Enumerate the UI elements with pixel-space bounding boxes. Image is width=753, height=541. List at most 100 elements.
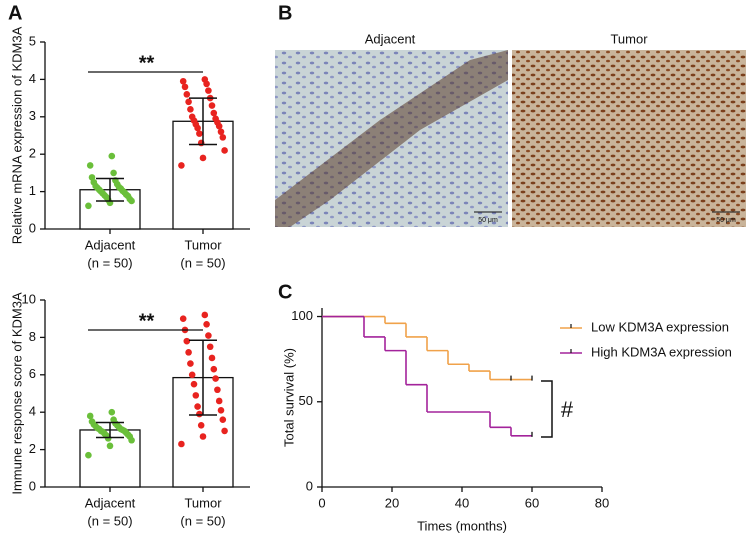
data-point — [221, 427, 228, 435]
data-point — [85, 451, 92, 459]
data-point — [212, 375, 219, 382]
y-tick-label: 8 — [29, 329, 36, 344]
data-point — [205, 87, 212, 94]
data-point — [190, 380, 198, 388]
x-tick-label: Adjacent — [85, 237, 136, 252]
data-point — [187, 106, 194, 113]
data-point — [106, 442, 114, 450]
scale-label: 50 μm — [478, 217, 498, 224]
y-tick-label: 0 — [29, 220, 36, 235]
ihc-image — [512, 50, 746, 227]
y-tick-label: 6 — [29, 366, 36, 381]
data-point — [110, 169, 117, 177]
error-bar — [96, 421, 124, 439]
y-tick-label: 100 — [291, 308, 313, 323]
data-point — [199, 433, 207, 440]
data-point — [183, 91, 191, 98]
data-point — [86, 162, 94, 169]
data-point — [179, 77, 187, 85]
y-tick-label: 1 — [29, 183, 36, 198]
data-point — [185, 349, 192, 356]
data-point — [88, 418, 96, 425]
data-point — [188, 113, 196, 121]
error-bar — [96, 177, 124, 202]
n-label: (n = 50) — [180, 513, 225, 528]
panel-label: C — [278, 281, 292, 303]
n-label: (n = 50) — [180, 255, 225, 270]
x-tick-label: Tumor — [184, 237, 222, 252]
n-label: (n = 50) — [87, 513, 132, 528]
scale-label: 50 μm — [716, 217, 736, 224]
data-point — [212, 115, 219, 122]
x-tick-label: 80 — [595, 495, 609, 510]
data-point — [181, 83, 189, 91]
x-axis-label: Times (months) — [417, 518, 507, 533]
data-point — [214, 386, 221, 394]
data-point — [88, 174, 96, 181]
data-point — [85, 202, 92, 210]
data-point — [192, 392, 200, 399]
x-tick-label: 20 — [385, 495, 399, 510]
data-point — [215, 397, 223, 405]
data-point — [210, 365, 218, 373]
data-point — [110, 416, 117, 423]
y-axis-label: Total survival (%) — [281, 348, 296, 447]
data-point — [219, 416, 227, 423]
x-tick-label: Adjacent — [85, 495, 136, 510]
data-point — [108, 408, 116, 416]
y-tick-label: 0 — [306, 478, 313, 493]
data-point — [208, 102, 216, 109]
error-bar — [189, 339, 217, 416]
data-point — [108, 152, 116, 160]
data-point — [178, 162, 185, 169]
significance-label: ** — [139, 52, 155, 74]
data-point — [201, 311, 209, 319]
y-tick-label: 50 — [299, 393, 313, 408]
x-tick-label: 40 — [455, 495, 469, 510]
data-point — [208, 354, 216, 362]
panel-label: A — [8, 2, 22, 24]
legend-label: Low KDM3A expression — [591, 319, 729, 334]
legend-label: High KDM3A expression — [591, 344, 732, 359]
y-tick-label: 4 — [29, 71, 36, 86]
data-point — [217, 128, 225, 136]
data-point — [185, 98, 192, 106]
y-tick-label: 5 — [29, 33, 36, 48]
data-point — [196, 130, 203, 137]
x-tick-label: 0 — [318, 495, 325, 510]
image-title: Tumor — [610, 31, 648, 46]
x-tick-label: 60 — [525, 495, 539, 510]
data-point — [205, 332, 212, 339]
y-axis-label: Immune response score of KDM3A — [9, 292, 24, 495]
panel-label: B — [278, 2, 292, 24]
data-point — [179, 315, 187, 323]
annotation: # — [561, 397, 574, 422]
bracket — [541, 380, 553, 438]
y-tick-label: 10 — [22, 291, 36, 306]
data-point — [199, 154, 207, 162]
data-point — [188, 371, 196, 379]
data-point — [183, 337, 191, 345]
error-bar — [189, 97, 217, 146]
data-point — [206, 343, 214, 351]
data-point — [203, 321, 210, 328]
data-point — [210, 109, 218, 117]
y-axis-label: Relative mRNA expression of KDM3A — [9, 26, 24, 244]
significance-label: ** — [139, 310, 155, 332]
data-point — [194, 403, 201, 410]
image-title: Adjacent — [365, 31, 416, 46]
n-label: (n = 50) — [87, 255, 132, 270]
data-point — [221, 147, 228, 154]
y-tick-label: 3 — [29, 108, 36, 123]
y-tick-label: 2 — [29, 441, 36, 456]
data-point — [86, 412, 94, 420]
y-tick-label: 0 — [29, 478, 36, 493]
y-tick-label: 2 — [29, 146, 36, 161]
data-point — [196, 410, 203, 418]
ihc-stain — [275, 50, 508, 227]
data-point — [197, 421, 205, 429]
y-tick-label: 4 — [29, 404, 36, 419]
x-tick-label: Tumor — [184, 495, 222, 510]
data-point — [178, 440, 185, 448]
